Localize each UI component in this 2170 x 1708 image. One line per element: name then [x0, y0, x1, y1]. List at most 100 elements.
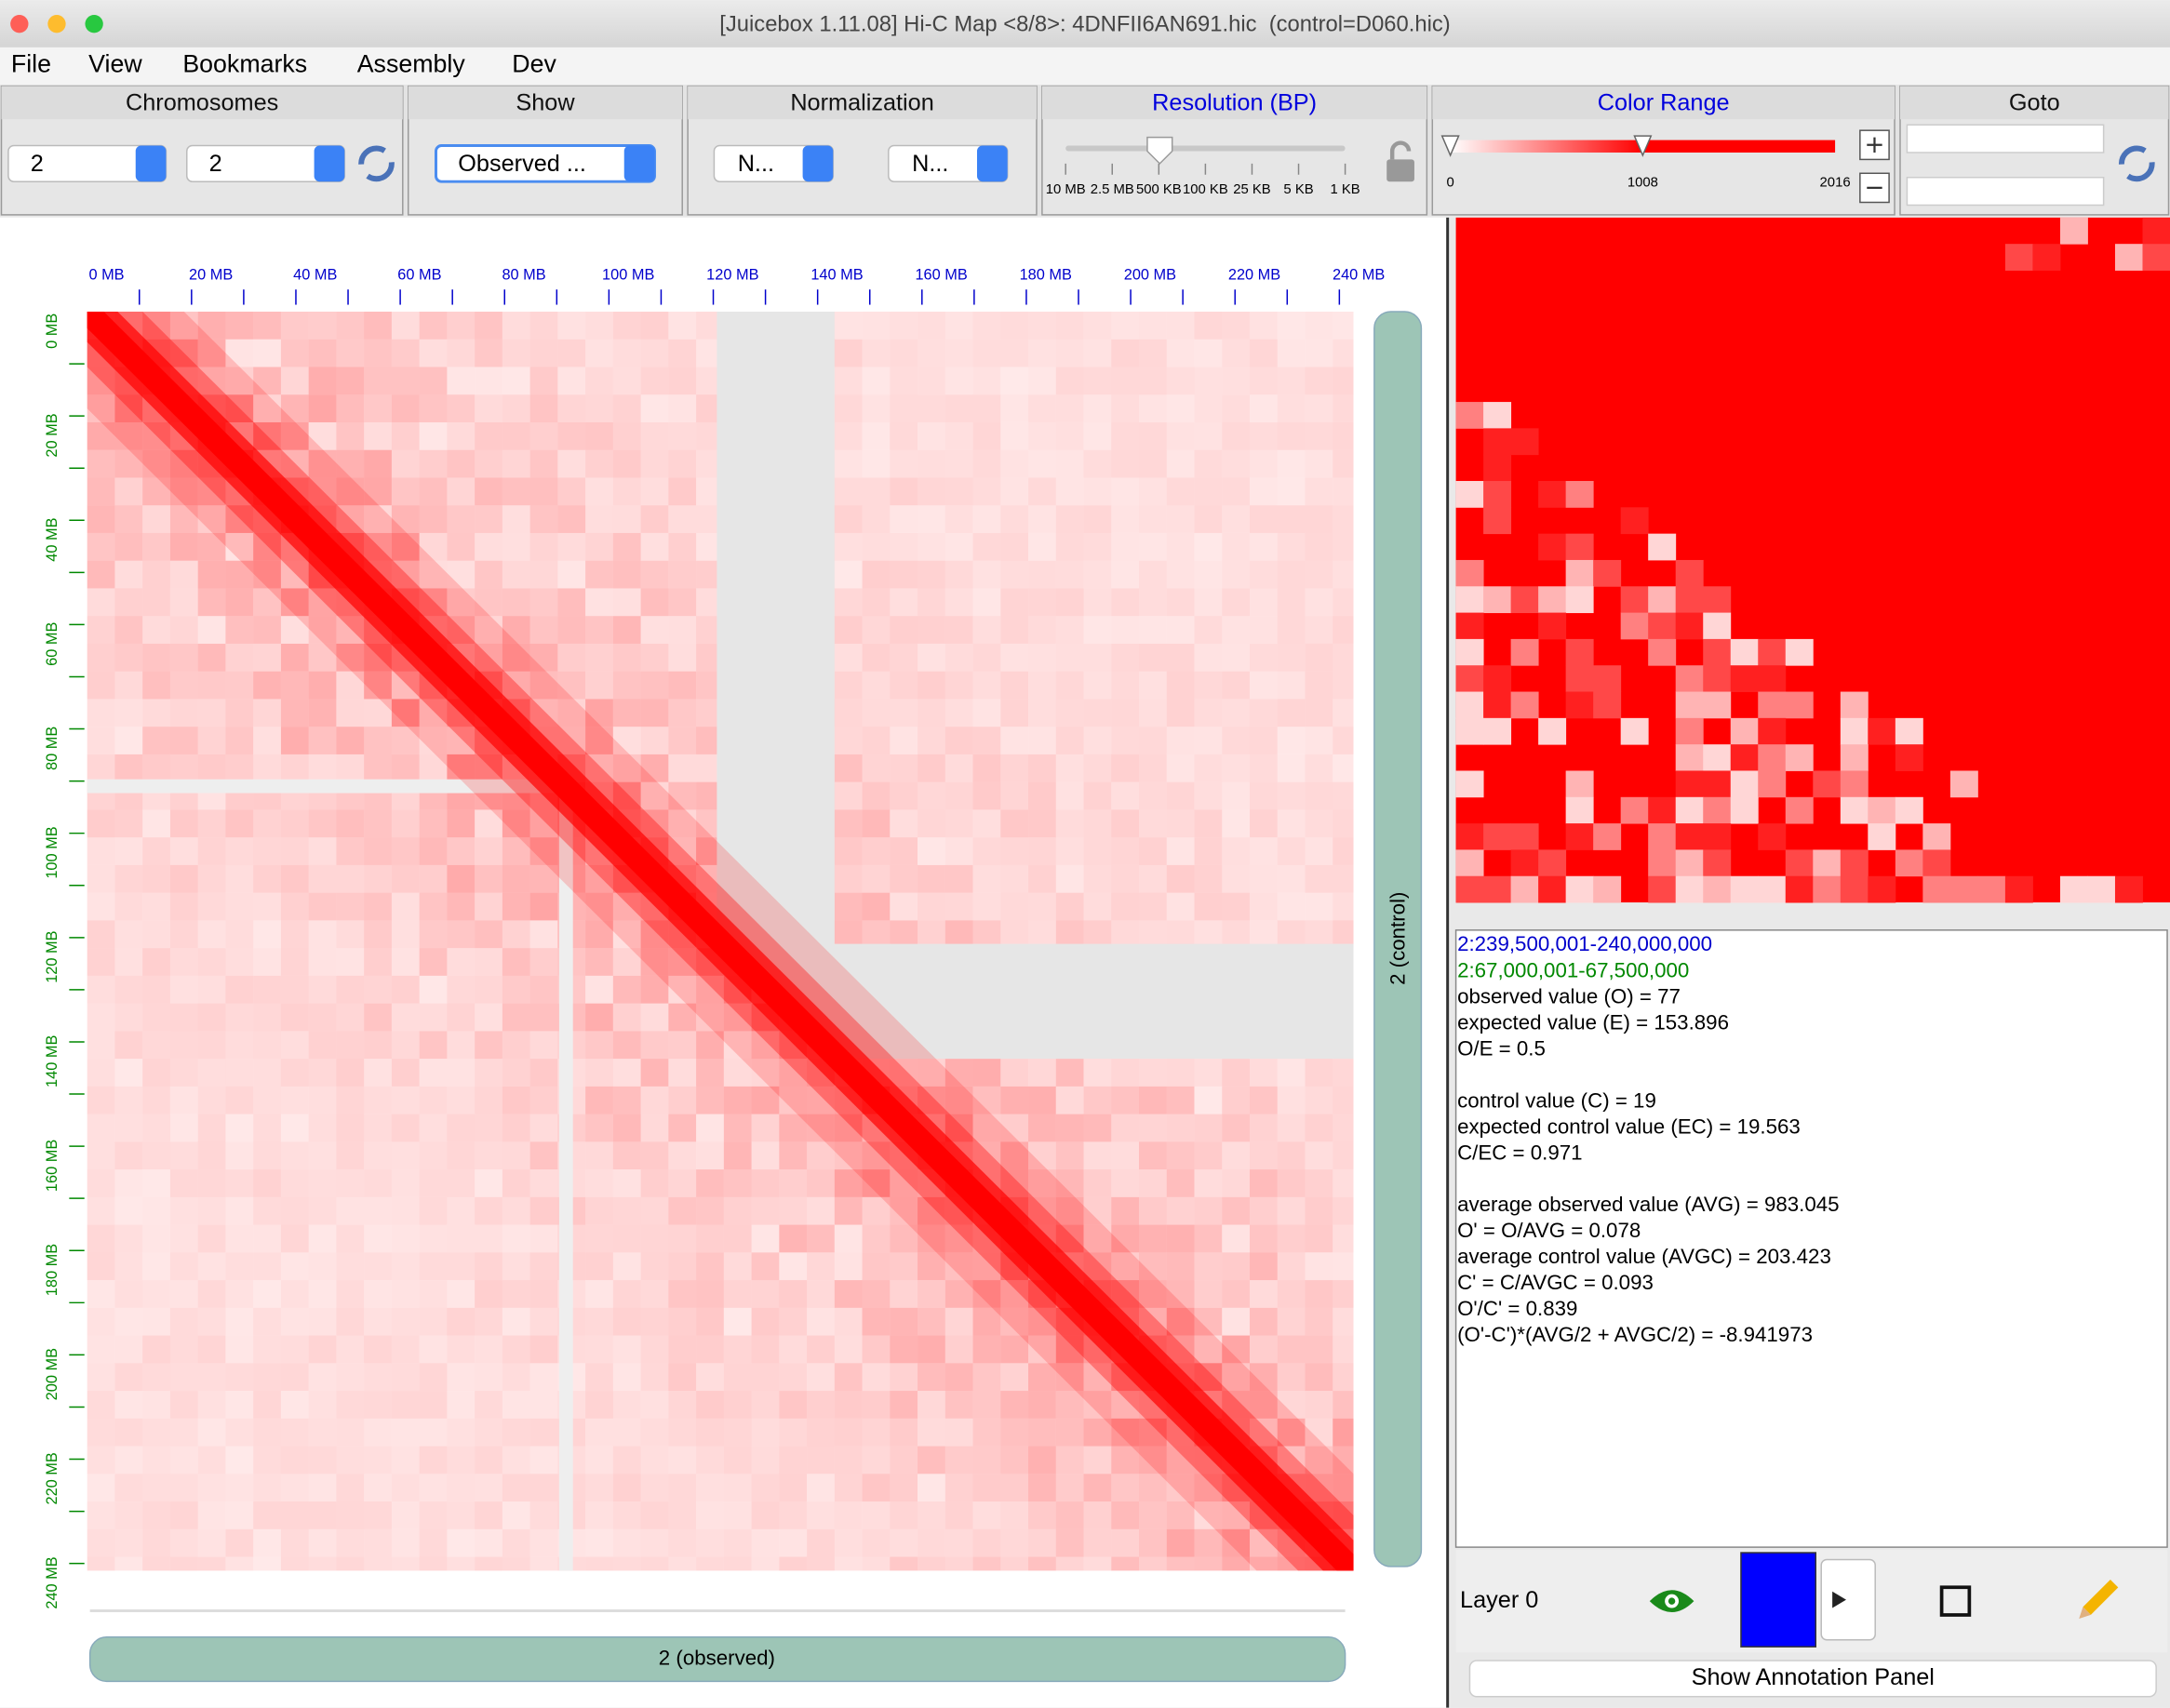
resolution-thumb[interactable]	[1146, 136, 1173, 165]
heatmap-cell	[419, 394, 448, 422]
heatmap-cell	[308, 616, 337, 644]
heatmap-cell	[807, 1141, 835, 1170]
resolution-slider[interactable]	[1065, 145, 1346, 152]
heatmap-cell	[169, 1196, 198, 1225]
heatmap-cell	[87, 892, 115, 921]
heatmap-cell	[419, 1501, 448, 1529]
minimize-button[interactable]	[47, 14, 66, 33]
refresh-button[interactable]	[358, 145, 395, 182]
menu-item[interactable]: Assembly	[357, 49, 466, 77]
heatmap-cell	[696, 1169, 724, 1197]
resolution-tick-label: 100 KB	[1183, 182, 1228, 197]
heatmap-cell	[779, 1501, 808, 1529]
heatmap-cell	[1111, 1501, 1140, 1529]
heatmap-cell	[87, 671, 115, 700]
heatmap-cell	[1305, 1252, 1333, 1281]
heatmap-cell	[1028, 312, 1056, 340]
panel-title: Resolution (BP)	[1152, 90, 1317, 116]
zoom-cell	[1977, 875, 2006, 903]
heatmap-cell	[834, 1252, 863, 1281]
heatmap-cell	[640, 1528, 669, 1557]
layer-color[interactable]	[1740, 1552, 1817, 1648]
heatmap-cell	[1000, 1528, 1029, 1557]
zoom-cell	[1895, 849, 1923, 877]
zoom-cell	[1840, 770, 1869, 798]
heatmap-cell	[1083, 1418, 1112, 1447]
heatmap-cell	[87, 588, 115, 617]
heatmap-cell	[1305, 892, 1333, 921]
dropdown-arrow[interactable]	[623, 145, 655, 182]
heatmap-cell	[447, 421, 476, 450]
zoom-cell	[1565, 533, 1594, 561]
heatmap-cell	[890, 560, 918, 589]
heatmap-cell	[1305, 1196, 1333, 1225]
heatmap-cell	[1194, 560, 1223, 589]
heatmap-cell	[668, 727, 697, 754]
heatmap-cell	[253, 837, 281, 865]
heatmap-cell	[308, 864, 337, 893]
heatmap-cell	[475, 1141, 502, 1170]
zoom-cell	[1483, 402, 1512, 429]
goto-refresh-button[interactable]	[2118, 145, 2155, 182]
heatmap-cell	[1139, 1114, 1167, 1142]
heatmap-cell	[585, 1086, 613, 1114]
heatmap-cell	[280, 1114, 309, 1142]
heatmap-cell	[336, 1556, 365, 1571]
heatmap-cell	[419, 505, 448, 533]
dropdown-arrow[interactable]	[314, 145, 345, 182]
heatmap-cell	[1277, 367, 1306, 395]
heatmap-cell	[640, 588, 669, 617]
goto-y-input[interactable]	[1906, 176, 2105, 207]
heatmap-cell	[364, 1196, 392, 1225]
color-range-thumb[interactable]	[1633, 135, 1653, 157]
heatmap-cell	[944, 477, 973, 506]
heatmap-cell	[364, 339, 392, 367]
heatmap-cell	[280, 671, 309, 700]
dropdown-arrow[interactable]	[976, 145, 1008, 182]
zoom-cell	[1510, 428, 1539, 456]
heatmap-cell	[169, 948, 198, 976]
heatmap-cell	[87, 449, 115, 478]
color-range-thumb[interactable]	[1440, 135, 1460, 157]
heatmap-cell	[723, 1114, 752, 1142]
heatmap-cell	[225, 1003, 254, 1032]
heatmap-cell	[834, 671, 863, 700]
heatmap-cell	[169, 1031, 198, 1060]
heatmap-cell	[585, 1363, 613, 1392]
visibility-toggle[interactable]	[1649, 1590, 1694, 1613]
close-button[interactable]	[10, 14, 29, 33]
menu-item[interactable]: File	[11, 49, 51, 77]
heatmap-cell	[1305, 1418, 1333, 1447]
heatmap-cell	[668, 560, 697, 589]
heatmap-cell	[723, 1556, 752, 1571]
box-tool[interactable]	[1939, 1585, 1972, 1617]
play-button[interactable]	[1820, 1558, 1876, 1641]
heatmap-cell	[668, 588, 697, 617]
heatmap-cell	[1000, 781, 1029, 810]
heatmap-cell	[1305, 671, 1333, 700]
zoom-cell	[1483, 691, 1512, 719]
heatmap-cell	[280, 920, 309, 949]
heatmap-cell	[419, 1556, 448, 1571]
heatmap-cell	[1000, 837, 1029, 865]
menu-item[interactable]: Dev	[512, 49, 556, 77]
dropdown-arrow[interactable]	[802, 145, 834, 182]
show-annotation-button[interactable]	[1468, 1660, 2157, 1698]
heatmap-cell	[419, 1446, 448, 1474]
dropdown-arrow[interactable]	[135, 145, 167, 182]
heatmap-cell	[890, 1391, 918, 1419]
lock-icon[interactable]	[1386, 140, 1414, 182]
heatmap-cell	[253, 754, 281, 782]
heatmap-cell	[1028, 1446, 1056, 1474]
heatmap-cell	[1166, 671, 1195, 700]
goto-x-input[interactable]	[1906, 124, 2105, 153]
pencil-tool[interactable]	[2075, 1579, 2119, 1622]
zoom-button[interactable]	[85, 14, 103, 33]
heatmap-cell	[419, 560, 448, 589]
heatmap-cell	[1055, 367, 1084, 395]
heatmap-cell	[723, 1003, 752, 1032]
zoom-cell	[1675, 691, 1704, 719]
zoom-cell	[1703, 586, 1732, 614]
menu-item[interactable]: Bookmarks	[182, 49, 307, 77]
menu-item[interactable]: View	[88, 49, 142, 77]
